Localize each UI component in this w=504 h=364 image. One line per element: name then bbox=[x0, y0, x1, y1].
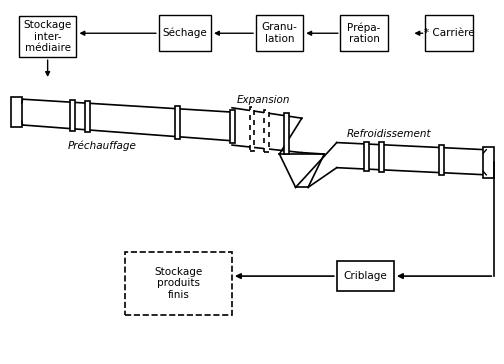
Bar bbox=[11, 97, 22, 127]
Bar bbox=[439, 145, 444, 175]
Bar bbox=[125, 252, 232, 314]
Bar bbox=[364, 142, 369, 171]
Bar bbox=[159, 15, 211, 51]
Bar bbox=[425, 15, 473, 51]
Text: Prépa-
ration: Prépa- ration bbox=[347, 22, 381, 44]
Bar bbox=[70, 100, 75, 131]
Text: Refroidissement: Refroidissement bbox=[347, 129, 431, 139]
Bar bbox=[284, 113, 289, 154]
Bar bbox=[483, 147, 494, 178]
Bar bbox=[19, 16, 76, 58]
Bar bbox=[175, 106, 180, 139]
Text: Stockage
produits
finis: Stockage produits finis bbox=[154, 267, 203, 300]
Bar bbox=[337, 261, 394, 291]
Text: * Carrière: * Carrière bbox=[423, 28, 474, 38]
Bar bbox=[341, 15, 388, 51]
Text: Stockage
inter-
médiaire: Stockage inter- médiaire bbox=[24, 20, 72, 54]
Text: Criblage: Criblage bbox=[344, 271, 387, 281]
Text: Séchage: Séchage bbox=[162, 28, 207, 39]
Bar bbox=[256, 15, 303, 51]
Bar bbox=[265, 110, 270, 152]
Bar bbox=[85, 101, 90, 132]
Text: Expansion: Expansion bbox=[237, 95, 290, 105]
Text: Granu-
lation: Granu- lation bbox=[262, 23, 297, 44]
Bar bbox=[249, 107, 255, 150]
Text: Préchauffage: Préchauffage bbox=[68, 141, 137, 151]
Bar bbox=[229, 110, 234, 143]
Bar bbox=[379, 142, 384, 172]
